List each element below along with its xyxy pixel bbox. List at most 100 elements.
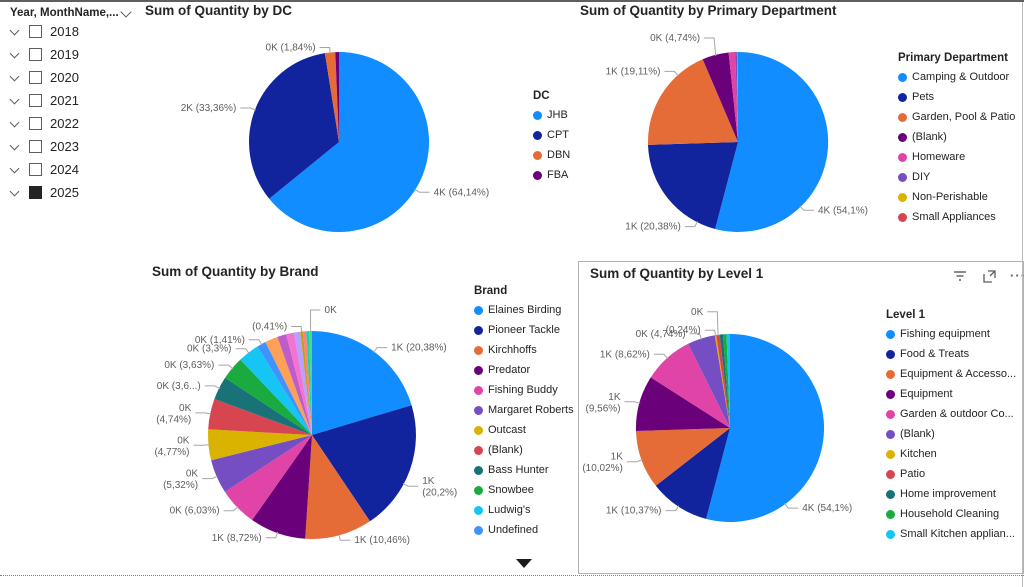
slicer-item-2024[interactable]: 2024 xyxy=(0,158,140,181)
pie-slice-snowbee[interactable] xyxy=(225,359,312,435)
pie-slice-pioneer-tackle[interactable] xyxy=(312,405,416,522)
pie-slice-household-cleaning[interactable] xyxy=(722,334,730,428)
legend-item-undefined[interactable]: Undefined xyxy=(474,520,574,540)
legend-item-equipment[interactable]: Equipment xyxy=(886,384,1016,404)
legend-item-bass-hunter[interactable]: Bass Hunter xyxy=(474,460,574,480)
pie-slice-garden-pool-patio[interactable] xyxy=(647,59,738,145)
pie-slice-margaret-roberts[interactable] xyxy=(211,435,312,492)
pie-slice-slice[interactable] xyxy=(293,331,312,435)
legend-item-cpt[interactable]: CPT xyxy=(533,125,570,145)
legend-item-small-appliances[interactable]: Small Appliances xyxy=(898,207,1015,227)
checkbox-2025[interactable] xyxy=(29,186,42,199)
checkbox-2022[interactable] xyxy=(29,117,42,130)
legend-item-outcast[interactable]: Outcast xyxy=(474,420,574,440)
pie-slice-equipment-accesso[interactable] xyxy=(636,428,730,486)
expand-chevron-icon[interactable] xyxy=(9,48,20,58)
expand-chevron-icon[interactable] xyxy=(9,140,20,150)
legend-item-snowbee[interactable]: Snowbee xyxy=(474,480,574,500)
pie-slice-slice[interactable] xyxy=(286,332,312,435)
legend-item-elaines-birding[interactable]: Elaines Birding xyxy=(474,300,574,320)
pie-slice-food-treats[interactable] xyxy=(655,428,730,519)
legend-item-predator[interactable]: Predator xyxy=(474,360,574,380)
slicer-header[interactable]: Year, MonthName,... xyxy=(0,4,140,20)
expand-chevron-icon[interactable] xyxy=(9,163,20,173)
pie-slice-diy[interactable] xyxy=(735,51,738,143)
legend-item-camping-outdoor[interactable]: Camping & Outdoor xyxy=(898,67,1015,87)
slicer-item-2022[interactable]: 2022 xyxy=(0,112,140,135)
pie-slice-dbn[interactable] xyxy=(324,52,339,142)
legend-item-kitchen[interactable]: Kitchen xyxy=(886,444,1016,464)
pie-slice-blank[interactable] xyxy=(688,335,730,428)
checkbox-2023[interactable] xyxy=(29,140,42,153)
legend-item-fishing-equipment[interactable]: Fishing equipment xyxy=(886,324,1016,344)
slicer-item-2025[interactable]: 2025 xyxy=(0,181,140,204)
legend-item-non-perishable[interactable]: Non-Perishable xyxy=(898,187,1015,207)
pie-slice-outcast[interactable] xyxy=(208,429,312,461)
legend-item-garden-pool-patio[interactable]: Garden, Pool & Patio xyxy=(898,107,1015,127)
pie-slice-elaines-birding[interactable] xyxy=(312,331,412,435)
legend-item-patio[interactable]: Patio xyxy=(886,464,1016,484)
pie-slice-small-appliances[interactable] xyxy=(737,51,739,142)
checkbox-2018[interactable] xyxy=(29,25,42,38)
pie-slice-garden-outdoor-co[interactable] xyxy=(650,343,730,428)
checkbox-2024[interactable] xyxy=(29,163,42,176)
expand-chevron-icon[interactable] xyxy=(9,94,20,104)
legend-item-fishing-buddy[interactable]: Fishing Buddy xyxy=(474,380,574,400)
legend-item-blank[interactable]: (Blank) xyxy=(898,127,1015,147)
legend-item-diy[interactable]: DIY xyxy=(898,167,1015,187)
pie-slice-undefined[interactable] xyxy=(257,342,312,435)
legend-item-small-kitchen-applian[interactable]: Small Kitchen applian... xyxy=(886,524,1016,544)
legend-item-fba[interactable]: FBA xyxy=(533,165,570,185)
pie-slice-blank[interactable] xyxy=(702,52,738,143)
pie-slice-small-kitchen-applian[interactable] xyxy=(726,334,731,428)
slicer-item-2019[interactable]: 2019 xyxy=(0,43,140,66)
pie-slice-kirchhoffs[interactable] xyxy=(305,435,370,540)
checkbox-2019[interactable] xyxy=(29,48,42,61)
legend-item-garden-outdoor-co[interactable]: Garden & outdoor Co... xyxy=(886,404,1016,424)
pie-slice-slice[interactable] xyxy=(309,330,312,435)
legend-item-household-cleaning[interactable]: Household Cleaning xyxy=(886,504,1016,524)
checkbox-2021[interactable] xyxy=(29,94,42,107)
filter-icon[interactable] xyxy=(952,268,968,284)
pie-slice-equipment[interactable] xyxy=(635,377,730,431)
pie-slice-patio[interactable] xyxy=(716,334,730,428)
legend-item-blank[interactable]: (Blank) xyxy=(886,424,1016,444)
slicer-item-2018[interactable]: 2018 xyxy=(0,20,140,43)
pie-slice-homeware[interactable] xyxy=(728,52,738,142)
pie-slice-slice[interactable] xyxy=(265,336,312,435)
expand-chevron-icon[interactable] xyxy=(9,186,20,196)
legend-item-food-treats[interactable]: Food & Treats xyxy=(886,344,1016,364)
slicer-item-2020[interactable]: 2020 xyxy=(0,66,140,89)
pie-slice-predator[interactable] xyxy=(252,435,312,539)
legend-item-pets[interactable]: Pets xyxy=(898,87,1015,107)
pie-slice-slice[interactable] xyxy=(277,334,312,435)
legend-item-jhb[interactable]: JHB xyxy=(533,105,570,125)
legend-item-equipment-accesso[interactable]: Equipment & Accesso... xyxy=(886,364,1016,384)
expand-chevron-icon[interactable] xyxy=(9,71,20,81)
pie-slice-ludwig-s[interactable] xyxy=(240,346,312,436)
pie-slice-slice[interactable] xyxy=(306,331,312,435)
legend-item-blank[interactable]: (Blank) xyxy=(474,440,574,460)
legend-item-dbn[interactable]: DBN xyxy=(533,145,570,165)
legend-item-home-improvement[interactable]: Home improvement xyxy=(886,484,1016,504)
expand-chevron-icon[interactable] xyxy=(9,117,20,127)
slicer-item-2021[interactable]: 2021 xyxy=(0,89,140,112)
slicer-item-2023[interactable]: 2023 xyxy=(0,135,140,158)
pie-slice-fishing-equipment[interactable] xyxy=(706,334,825,522)
pie-slice-fba[interactable] xyxy=(335,52,339,142)
chevron-down-icon[interactable] xyxy=(120,5,132,18)
pie-slice-home-improvement[interactable] xyxy=(719,334,730,428)
legend-item-ludwig-s[interactable]: Ludwig's xyxy=(474,500,574,520)
pie-slice-kitchen[interactable] xyxy=(714,335,730,428)
checkbox-2020[interactable] xyxy=(29,71,42,84)
pie-slice-pets[interactable] xyxy=(648,142,738,229)
focus-mode-icon[interactable] xyxy=(981,268,997,284)
legend-item-kirchhoffs[interactable]: Kirchhoffs xyxy=(474,340,574,360)
legend-item-pioneer-tackle[interactable]: Pioneer Tackle xyxy=(474,320,574,340)
more-options-icon[interactable]: ··· xyxy=(1010,268,1024,283)
legend-item-margaret-roberts[interactable]: Margaret Roberts xyxy=(474,400,574,420)
pie-slice-bass-hunter[interactable] xyxy=(214,377,312,435)
legend-item-homeware[interactable]: Homeware xyxy=(898,147,1015,167)
pie-slice-slice[interactable] xyxy=(303,331,312,435)
pie-slice-slice[interactable] xyxy=(300,331,312,435)
